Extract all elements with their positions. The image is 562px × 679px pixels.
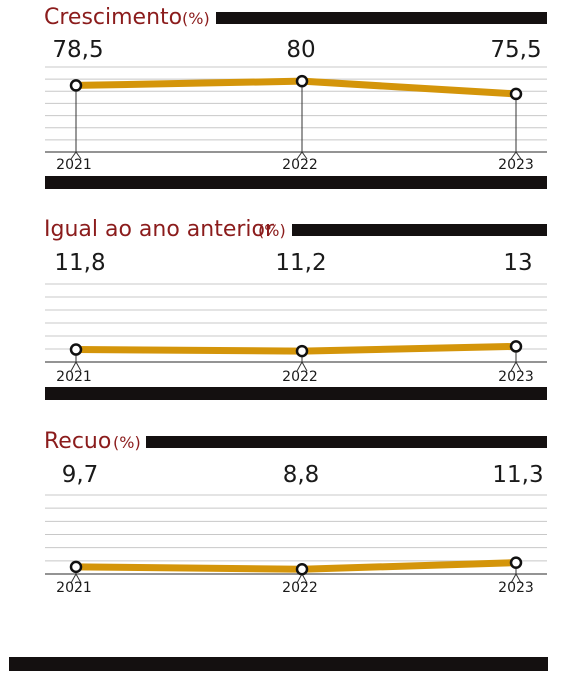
chart-panel-crescimento: Crescimento (%) 78,5 80 75,5 2021 2022 2… [44,5,547,189]
tick-label-2023: 2023 [498,369,534,385]
bottom-bar [45,176,547,189]
value-label-2022: 8,8 [283,462,320,488]
tick-label-2023: 2023 [498,157,534,173]
value-label-2023: 13 [503,250,532,276]
tick-marker-2021 [70,360,82,372]
data-points [69,74,523,101]
chart-unit: (%) [258,221,286,240]
chart-unit: (%) [113,433,141,452]
title-bar [292,224,547,236]
data-point-2023 [509,556,523,569]
data-point-2021 [69,560,83,574]
footer-bar [9,657,548,671]
chart-panel-recuo: Recuo (%) 9,7 8,8 11,3 2021 2022 2023 [44,429,547,596]
title-bar [146,436,547,448]
value-label-2023: 75,5 [490,37,541,63]
data-point-2021 [69,79,83,92]
tick-label-2021: 2021 [56,369,92,385]
tick-marker-2021 [70,572,82,584]
tick-marker-2022 [296,360,308,372]
tick-label-2022: 2022 [282,580,318,596]
tick-marker-2021 [70,151,82,160]
title-bar [216,12,547,24]
tick-label-2021: 2021 [56,580,92,596]
bottom-bar [45,387,547,400]
data-point-2021 [69,343,83,356]
tick-label-2023: 2023 [498,580,534,596]
series-line [72,77,520,98]
tick-marker-2023 [510,151,522,160]
value-label-2023: 11,3 [492,462,543,488]
data-point-2022 [295,74,309,88]
drop-lines [70,81,522,160]
tick-marker-2023 [510,572,522,584]
chart-title: Recuo [44,429,111,454]
value-label-2021: 9,7 [62,462,99,488]
tick-label-2021: 2021 [56,157,92,173]
data-points [69,556,523,576]
data-point-2023 [509,340,523,353]
tick-marker-2022 [296,151,308,160]
data-points [69,340,523,358]
chart-title: Crescimento [44,5,182,30]
chart-title: Igual ao ano anterior [44,217,275,242]
tick-label-2022: 2022 [282,157,318,173]
value-label-2021: 11,8 [54,250,105,276]
value-label-2021: 78,5 [52,37,103,63]
tick-marker-2023 [510,360,522,372]
chart-unit: (%) [182,9,210,28]
gridlines [45,494,547,575]
chart-panel-igual-ao-ano-anterior: Igual ao ano anterior (%) 11,8 11,2 13 2… [44,217,547,400]
data-point-2022 [295,344,309,358]
data-point-2022 [295,563,309,576]
gridlines [45,66,547,153]
value-label-2022: 11,2 [275,250,326,276]
data-point-2023 [509,87,523,101]
value-label-2022: 80 [286,37,315,63]
tick-label-2022: 2022 [282,369,318,385]
